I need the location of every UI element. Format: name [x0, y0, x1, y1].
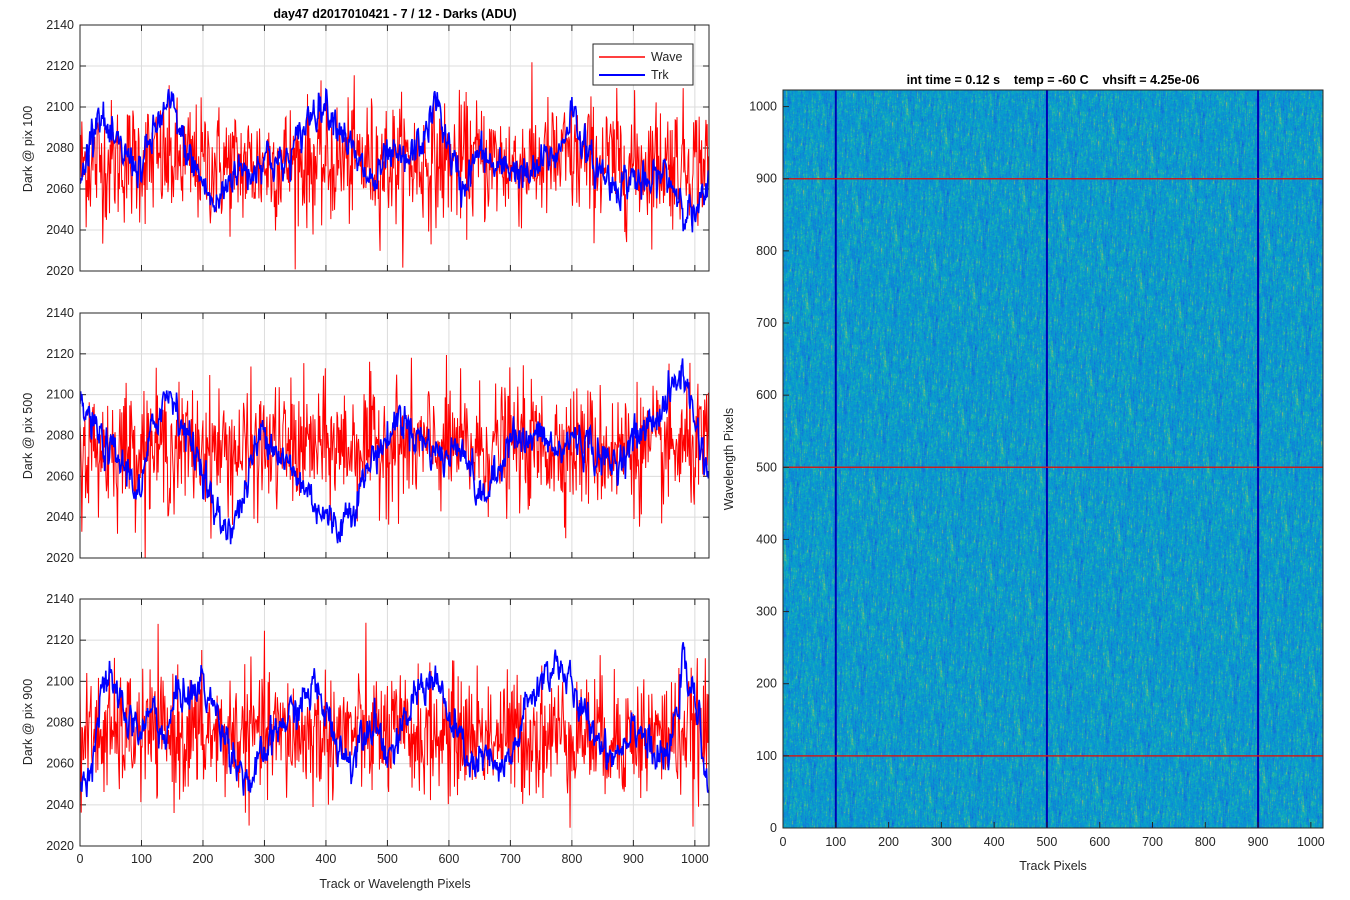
line-panel-pix-500: Dark @ pix 500 2020 2040 2060 2080 2100 2120 2…	[21, 306, 710, 565]
x-tick-label: 200	[193, 852, 214, 866]
y-tick-label: 2100	[46, 388, 74, 402]
ylabel-pix-100: Dark @ pix 100	[21, 106, 35, 192]
heatmap-y-tick-label: 1000	[749, 100, 777, 114]
series-line-trk	[80, 642, 709, 798]
heatmap-x-tick-label: 1000	[1297, 835, 1325, 849]
line-panel-pix-100: Dark @ pix 100 2020 2040 2060 2080 2100 2120 2…	[21, 18, 710, 278]
figure-title: day47 d2017010421 - 7 / 12 - Darks (ADU)	[273, 7, 516, 21]
y-tick-label: 2140	[46, 18, 74, 32]
y-tick-label: 2080	[46, 429, 74, 443]
heatmap-x-tick-label: 900	[1248, 835, 1269, 849]
ylabel-pix-500: Dark @ pix 500	[21, 393, 35, 479]
heatmap-y-tick-label: 400	[756, 532, 777, 546]
y-tick-label: 2120	[46, 633, 74, 647]
heatmap-y-tick-label: 0	[770, 821, 777, 835]
y-tick-label: 2080	[46, 141, 74, 155]
y-tick-label: 2040	[46, 798, 74, 812]
xlabel-line-panels: Track or Wavelength Pixels	[319, 877, 470, 891]
heatmap-y-tick-label: 500	[756, 460, 777, 474]
x-tick-label: 600	[438, 852, 459, 866]
y-tick-label: 2060	[46, 182, 74, 196]
x-tick-label: 300	[254, 852, 275, 866]
axes-frame	[79, 24, 710, 272]
heatmap-x-tick-label: 400	[984, 835, 1005, 849]
heatmap-x-tick-label: 300	[931, 835, 952, 849]
x-tick-label: 1000	[681, 852, 709, 866]
y-tick-label: 2120	[46, 347, 74, 361]
heatmap-panel: int time = 0.12 s temp = -60 C vhsift = …	[722, 73, 1325, 873]
heatmap-y-tick-label: 100	[756, 749, 777, 763]
series-line-trk	[80, 87, 709, 233]
heatmap-x-tick-label: 0	[780, 835, 787, 849]
heatmap-x-tick-label: 100	[825, 835, 846, 849]
heatmap-y-tick-label: 900	[756, 172, 777, 186]
y-tick-label: 2140	[46, 306, 74, 320]
heatmap-title: int time = 0.12 s temp = -60 C vhsift = …	[907, 73, 1200, 87]
axes-frame	[79, 312, 710, 559]
legend-trk-label: Trk	[651, 68, 669, 82]
heatmap-ylabel: Wavelength Pixels	[722, 408, 736, 510]
x-tick-label: 400	[316, 852, 337, 866]
x-tick-label: 800	[561, 852, 582, 866]
series-line-wave	[80, 622, 709, 828]
x-tick-label: 700	[500, 852, 521, 866]
heatmap-x-tick-label: 200	[878, 835, 899, 849]
x-tick-label: 0	[77, 852, 84, 866]
legend: Wave Trk	[592, 43, 694, 86]
y-tick-label: 2100	[46, 100, 74, 114]
y-tick-label: 2060	[46, 757, 74, 771]
heatmap-y-tick-label: 700	[756, 316, 777, 330]
heatmap-y-tick-label: 800	[756, 244, 777, 258]
series-line-wave	[80, 62, 709, 270]
y-tick-label: 2140	[46, 592, 74, 606]
legend-wave-label: Wave	[651, 50, 683, 64]
legend-box	[592, 43, 694, 86]
heatmap-y-tick-label: 200	[756, 677, 777, 691]
ylabel-pix-900: Dark @ pix 900	[21, 679, 35, 765]
y-tick-label: 2060	[46, 469, 74, 483]
x-tick-label: 900	[623, 852, 644, 866]
heatmap-x-tick-label: 800	[1195, 835, 1216, 849]
y-tick-label: 2040	[46, 510, 74, 524]
y-tick-label: 2020	[46, 839, 74, 853]
y-tick-label: 2020	[46, 264, 74, 278]
heatmap-y-tick-label: 600	[756, 388, 777, 402]
heatmap-xlabel: Track Pixels	[1019, 859, 1087, 873]
y-tick-label: 2040	[46, 223, 74, 237]
x-tick-label: 100	[131, 852, 152, 866]
series-line-trk	[80, 358, 709, 545]
x-tick-label: 500	[377, 852, 398, 866]
line-panel-pix-900: Dark @ pix 900 Track or Wavelength Pixel…	[21, 592, 710, 891]
y-tick-label: 2080	[46, 716, 74, 730]
heatmap-x-tick-label: 500	[1036, 835, 1057, 849]
y-tick-label: 2020	[46, 551, 74, 565]
heatmap-x-tick-label: 600	[1089, 835, 1110, 849]
y-tick-label: 2100	[46, 674, 74, 688]
heatmap-x-tick-label: 700	[1142, 835, 1163, 849]
heatmap-y-tick-label: 300	[756, 605, 777, 619]
heatmap-frame	[782, 89, 1324, 829]
heatmap-image	[783, 90, 1323, 828]
y-tick-label: 2120	[46, 59, 74, 73]
axes-frame	[79, 598, 710, 847]
